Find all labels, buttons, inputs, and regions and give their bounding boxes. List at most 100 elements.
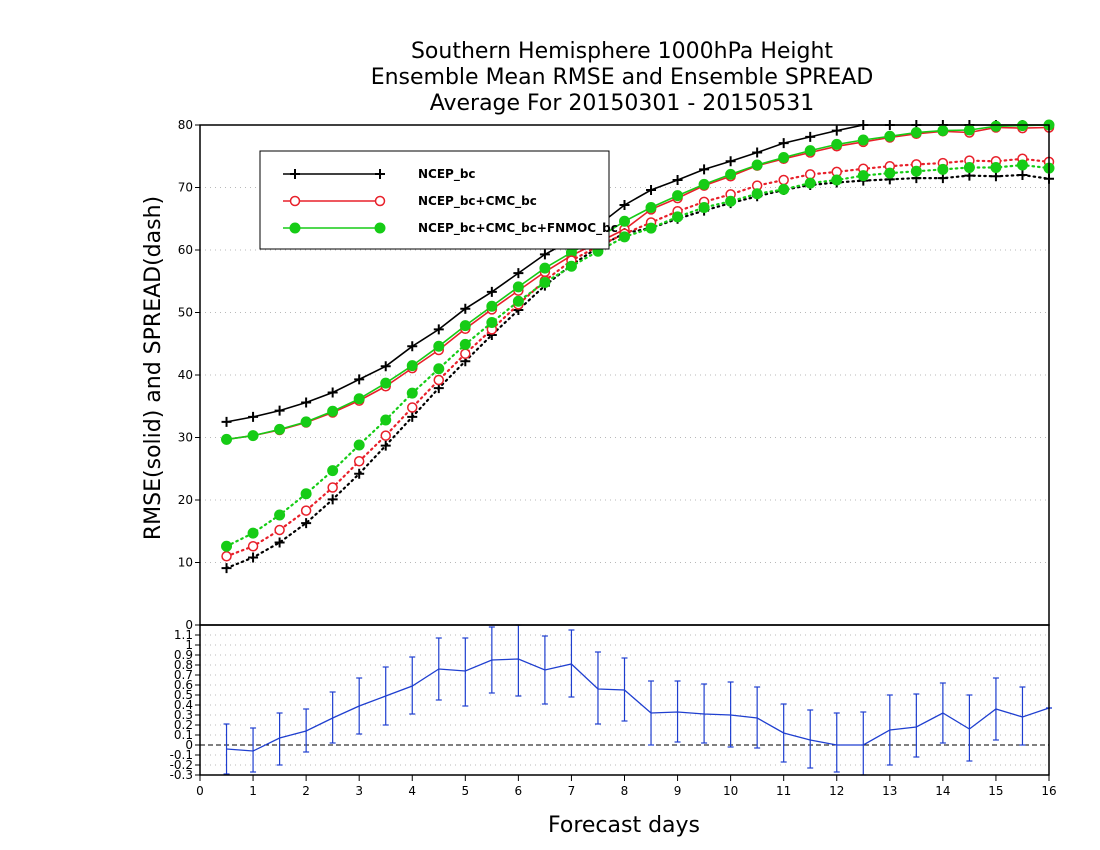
x-tick-label: 0 [196,784,204,798]
series-4-point [274,524,285,536]
series-4-point [380,430,391,441]
series-2-point [778,152,790,163]
legend-marker-right-1 [374,195,386,207]
error-bar [780,703,787,763]
chart-title: Southern Hemisphere 1000hPa Height Ensem… [371,39,874,116]
error-bar [488,626,495,694]
series-2-point [831,138,843,150]
series-0-point [354,374,365,385]
top-y-tick-label: 80 [178,118,193,132]
error-bar [913,693,920,758]
series-2-point [645,202,657,213]
series-5-point [645,222,657,234]
x-tick-label: 5 [461,784,469,798]
error-bar [674,680,681,743]
series-0-point [778,138,789,149]
bottom-y-tick-label: -0.1 [170,748,193,762]
top-y-axis: 10 20 30 40 50 60 70 80 [178,118,200,570]
series-0-point [752,147,763,158]
series-4-point [407,402,418,413]
series-5-point [963,162,975,173]
error-bar [329,691,336,744]
series-2-point [539,262,551,274]
legend-marker-left-1 [289,195,301,207]
series-0-point [831,125,842,136]
error-bar [594,651,601,725]
error-bar [250,727,257,773]
series-5-point [565,260,577,272]
title-line-1: Southern Hemisphere 1000hPa Height [411,39,833,64]
x-tick-label: 13 [882,784,897,798]
top-y-tick-label: 20 [178,493,193,507]
x-tick-label: 7 [568,784,576,798]
series-0-point [539,249,550,260]
bottom-y-tick-label: -0.2 [170,758,193,772]
series-0-point [646,185,657,195]
x-tick-label: 12 [829,784,844,798]
series-2-point [512,281,524,293]
series-5-point [910,165,922,177]
error-bar [276,712,283,766]
series-2-point [247,430,259,442]
series-5-point [698,202,710,213]
series-2-point [725,168,737,180]
series-0-point [301,397,312,408]
series-3-point [274,537,285,548]
error-bar [939,682,946,744]
legend-marker-left-2 [289,222,301,234]
error-bar [382,666,389,726]
series-0-point [513,268,524,279]
series-2-point [300,416,312,428]
error-bar [992,677,999,741]
series-5-point [274,509,286,521]
bottom-y-tick-label: 0.2 [174,718,193,732]
series-0-point [248,411,259,422]
series-2-point [804,145,816,157]
series-0-point [380,361,391,372]
series-5-point [725,195,737,207]
bottom-y-axis: -0.3-0.2-0.100.10.20.30.40.50.60.70.80.9… [170,618,200,782]
series-5-point [406,387,418,399]
legend-label-1: NCEP_bc+CMC_bc [418,194,537,209]
series-0-point [327,387,338,398]
x-tick-label: 3 [355,784,363,798]
legend-label-0: NCEP_bc [418,167,476,182]
series-5-point [857,170,869,182]
legend-marker-right-0 [375,169,385,179]
series-2-point [406,360,418,372]
x-tick-label: 14 [935,784,950,798]
series-2-point [751,159,763,171]
series-2-point [380,377,392,389]
series-3-point [1017,170,1028,180]
legend-label-2: NCEP_bc+CMC_bc+FNMOC_bc [418,221,618,236]
series-3-point [354,468,365,479]
legend-box [259,150,610,250]
x-tick-label: 16 [1041,784,1056,798]
series-5-point [990,162,1002,173]
series-3-point [248,552,259,563]
series-0-point [725,156,736,167]
series-5-point [539,277,551,288]
error-bar [1019,686,1026,746]
series-5-point [300,488,312,500]
bottom-y-tick-label: 0.6 [174,678,193,692]
series-0-point [274,405,285,416]
series-0-point [407,341,418,352]
series-4-point [327,482,338,493]
series-5-point [778,183,790,195]
error-bar [568,629,575,698]
bottom-y-tick-label: 0.3 [174,708,193,722]
error-bar [356,677,363,735]
series-5-point [353,439,365,451]
error-bar [833,712,840,773]
series-5-point [512,295,524,307]
series-5-point [221,540,233,552]
bottom-y-tick-label: 0.1 [174,728,193,742]
series-4-point [433,374,445,386]
series-5-point [672,211,684,223]
error-bar [541,635,548,705]
top-y-tick-label: 70 [178,181,193,195]
bottom-panel-grid [200,634,1049,776]
legend: NCEP_bc NCEP_bc+CMC_bc NCEP_bc+CMC_bc+FNMO… [259,150,618,250]
series-4-point [221,551,232,562]
